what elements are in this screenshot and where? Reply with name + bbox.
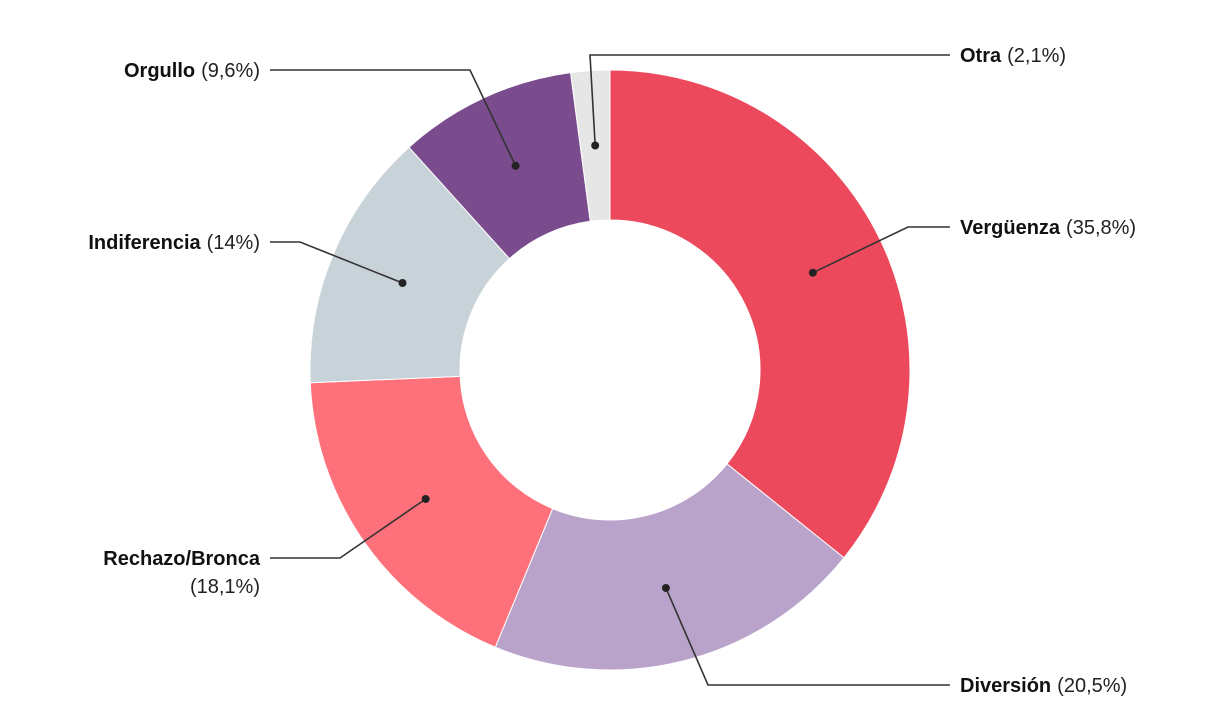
- label-verguenza-name: Vergüenza: [960, 217, 1061, 239]
- leader-dot-rechazo-bronca: [421, 494, 430, 503]
- label-orgullo-name: Orgullo: [124, 60, 195, 82]
- label-rechazo-pct: (18,1%): [190, 576, 260, 598]
- label-verguenza-pct: (35,8%): [1066, 217, 1136, 239]
- slice-indiferencia: [309, 146, 511, 384]
- leaders-layer: [270, 54, 950, 686]
- label-rechazo-name: Rechazo/Bronca: [103, 548, 261, 570]
- leader-line-indiferencia: [270, 241, 403, 284]
- leader-dot-diversion: [661, 583, 670, 592]
- leader-line-orgullo: [270, 69, 517, 167]
- leader-dot-verguenza: [808, 268, 817, 277]
- slice-diversion: [494, 463, 845, 671]
- leader-dot-otra: [591, 141, 600, 150]
- leader-dot-indiferencia: [398, 278, 407, 287]
- label-indiferencia-pct: (14%): [207, 232, 260, 254]
- leader-line-diversion: [665, 587, 950, 686]
- label-orgullo-pct: (9,6%): [201, 60, 260, 82]
- leader-dot-orgullo: [511, 161, 520, 170]
- leader-line-verguenza: [812, 226, 950, 274]
- slice-otra: [570, 69, 611, 222]
- leader-line-otra: [589, 54, 950, 146]
- label-diversion-name: Diversión: [960, 675, 1051, 697]
- slice-verguenza: [609, 69, 911, 559]
- label-verguenza: Vergüenza (35,8%): [960, 217, 1136, 239]
- label-diversion: Diversión (20,5%): [960, 675, 1127, 697]
- label-indiferencia-name: Indiferencia: [88, 232, 201, 254]
- label-indiferencia: Indiferencia (14%): [88, 232, 260, 254]
- slices-layer: [309, 69, 911, 671]
- label-otra-pct: (2,1%): [1007, 45, 1066, 67]
- label-diversion-pct: (20,5%): [1057, 675, 1127, 697]
- label-orgullo: Orgullo (9,6%): [124, 60, 260, 82]
- label-otra-name: Otra: [960, 45, 1002, 67]
- slice-rechazo-bronca: [309, 375, 554, 648]
- leader-line-rechazo-bronca: [270, 498, 427, 559]
- label-otra: Otra (2,1%): [960, 45, 1066, 67]
